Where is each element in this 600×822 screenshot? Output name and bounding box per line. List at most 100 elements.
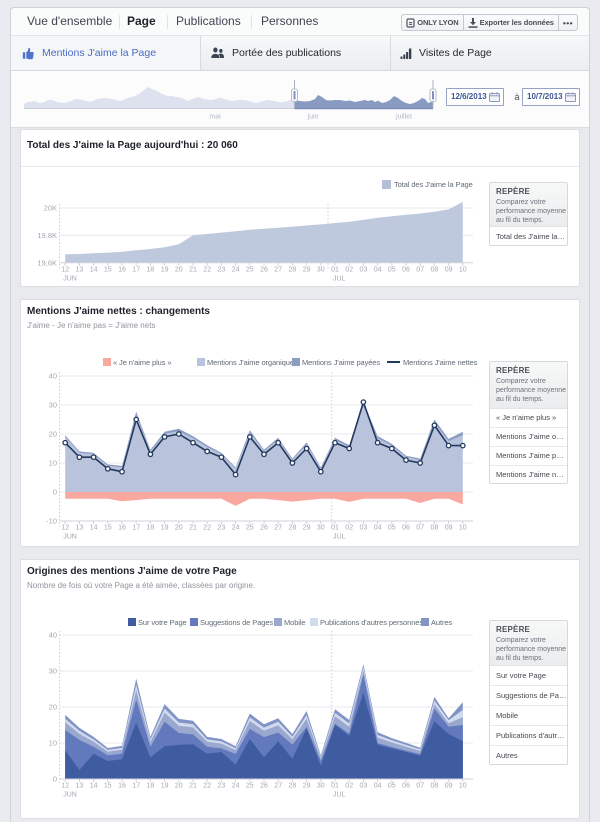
svg-text:mai: mai: [209, 114, 221, 121]
svg-text:20: 20: [49, 430, 57, 439]
svg-text:15: 15: [104, 783, 112, 790]
svg-text:20: 20: [175, 525, 183, 532]
svg-text:22: 22: [203, 783, 211, 790]
svg-text:25: 25: [246, 783, 254, 790]
svg-text:02: 02: [345, 525, 353, 532]
svg-text:18: 18: [147, 525, 155, 532]
svg-text:21: 21: [189, 266, 197, 273]
svg-text:22: 22: [203, 266, 211, 273]
svg-text:25: 25: [246, 525, 254, 532]
svg-text:13: 13: [76, 525, 84, 532]
svg-text:24: 24: [232, 525, 240, 532]
svg-text:18: 18: [147, 266, 155, 273]
svg-text:JUN: JUN: [63, 792, 77, 799]
svg-text:19: 19: [161, 783, 169, 790]
svg-text:23: 23: [218, 525, 226, 532]
svg-text:29: 29: [303, 525, 311, 532]
svg-text:JUL: JUL: [333, 275, 346, 282]
svg-text:17: 17: [132, 783, 140, 790]
svg-text:16: 16: [118, 783, 126, 790]
svg-text:19: 19: [161, 266, 169, 273]
svg-text:07: 07: [416, 783, 424, 790]
svg-text:26: 26: [260, 266, 268, 273]
svg-text:06: 06: [402, 783, 410, 790]
svg-text:01: 01: [331, 783, 339, 790]
svg-text:17: 17: [132, 266, 140, 273]
svg-text:14: 14: [90, 783, 98, 790]
svg-text:30: 30: [317, 266, 325, 273]
svg-text:02: 02: [345, 266, 353, 273]
svg-text:21: 21: [189, 525, 197, 532]
svg-text:01: 01: [331, 525, 339, 532]
svg-text:21: 21: [189, 783, 197, 790]
svg-text:18: 18: [147, 783, 155, 790]
svg-text:JUN: JUN: [63, 534, 77, 541]
svg-text:13: 13: [76, 266, 84, 273]
svg-text:07: 07: [416, 525, 424, 532]
svg-text:25: 25: [246, 266, 254, 273]
svg-text:30: 30: [317, 783, 325, 790]
svg-text:19,6K: 19,6K: [37, 258, 57, 267]
svg-text:30: 30: [317, 525, 325, 532]
svg-text:03: 03: [360, 525, 368, 532]
svg-text:19: 19: [161, 525, 169, 532]
svg-text:08: 08: [431, 525, 439, 532]
svg-text:05: 05: [388, 266, 396, 273]
svg-text:29: 29: [303, 783, 311, 790]
svg-text:16: 16: [118, 525, 126, 532]
svg-text:15: 15: [104, 266, 112, 273]
svg-text:20K: 20K: [44, 204, 57, 213]
svg-text:13: 13: [76, 783, 84, 790]
svg-text:09: 09: [445, 266, 453, 273]
svg-text:26: 26: [260, 525, 268, 532]
svg-text:10: 10: [459, 266, 467, 273]
svg-text:02: 02: [345, 783, 353, 790]
svg-text:12: 12: [61, 525, 69, 532]
svg-text:09: 09: [445, 525, 453, 532]
svg-text:10: 10: [459, 783, 467, 790]
svg-text:JUL: JUL: [333, 792, 346, 799]
svg-text:20: 20: [49, 703, 57, 712]
svg-text:30: 30: [49, 401, 57, 410]
svg-text:08: 08: [431, 266, 439, 273]
svg-text:juillet: juillet: [395, 114, 412, 121]
svg-text:16: 16: [118, 266, 126, 273]
svg-text:10: 10: [459, 525, 467, 532]
svg-text:01: 01: [331, 266, 339, 273]
svg-text:14: 14: [90, 525, 98, 532]
svg-text:40: 40: [49, 372, 57, 381]
svg-text:23: 23: [218, 783, 226, 790]
svg-text:15: 15: [104, 525, 112, 532]
svg-text:20: 20: [175, 266, 183, 273]
svg-text:24: 24: [232, 783, 240, 790]
svg-text:19,8K: 19,8K: [37, 231, 57, 240]
svg-text:29: 29: [303, 266, 311, 273]
svg-text:28: 28: [289, 525, 297, 532]
svg-text:27: 27: [274, 783, 282, 790]
svg-text:03: 03: [360, 783, 368, 790]
svg-text:12: 12: [61, 266, 69, 273]
svg-text:09: 09: [445, 783, 453, 790]
svg-text:27: 27: [274, 266, 282, 273]
svg-text:26: 26: [260, 783, 268, 790]
svg-text:05: 05: [388, 783, 396, 790]
svg-text:08: 08: [431, 783, 439, 790]
svg-text:JUN: JUN: [63, 275, 77, 282]
svg-text:23: 23: [218, 266, 226, 273]
svg-text:12: 12: [61, 783, 69, 790]
svg-text:06: 06: [402, 525, 410, 532]
svg-text:28: 28: [289, 266, 297, 273]
svg-text:24: 24: [232, 266, 240, 273]
svg-text:40: 40: [49, 631, 57, 640]
svg-text:JUL: JUL: [333, 534, 346, 541]
svg-text:30: 30: [49, 667, 57, 676]
svg-text:22: 22: [203, 525, 211, 532]
svg-text:17: 17: [132, 525, 140, 532]
svg-text:04: 04: [374, 783, 382, 790]
svg-text:0: 0: [53, 488, 57, 497]
svg-text:06: 06: [402, 266, 410, 273]
svg-text:07: 07: [416, 266, 424, 273]
svg-text:10: 10: [49, 459, 57, 468]
svg-text:0: 0: [53, 775, 57, 784]
svg-text:juin: juin: [307, 114, 319, 121]
